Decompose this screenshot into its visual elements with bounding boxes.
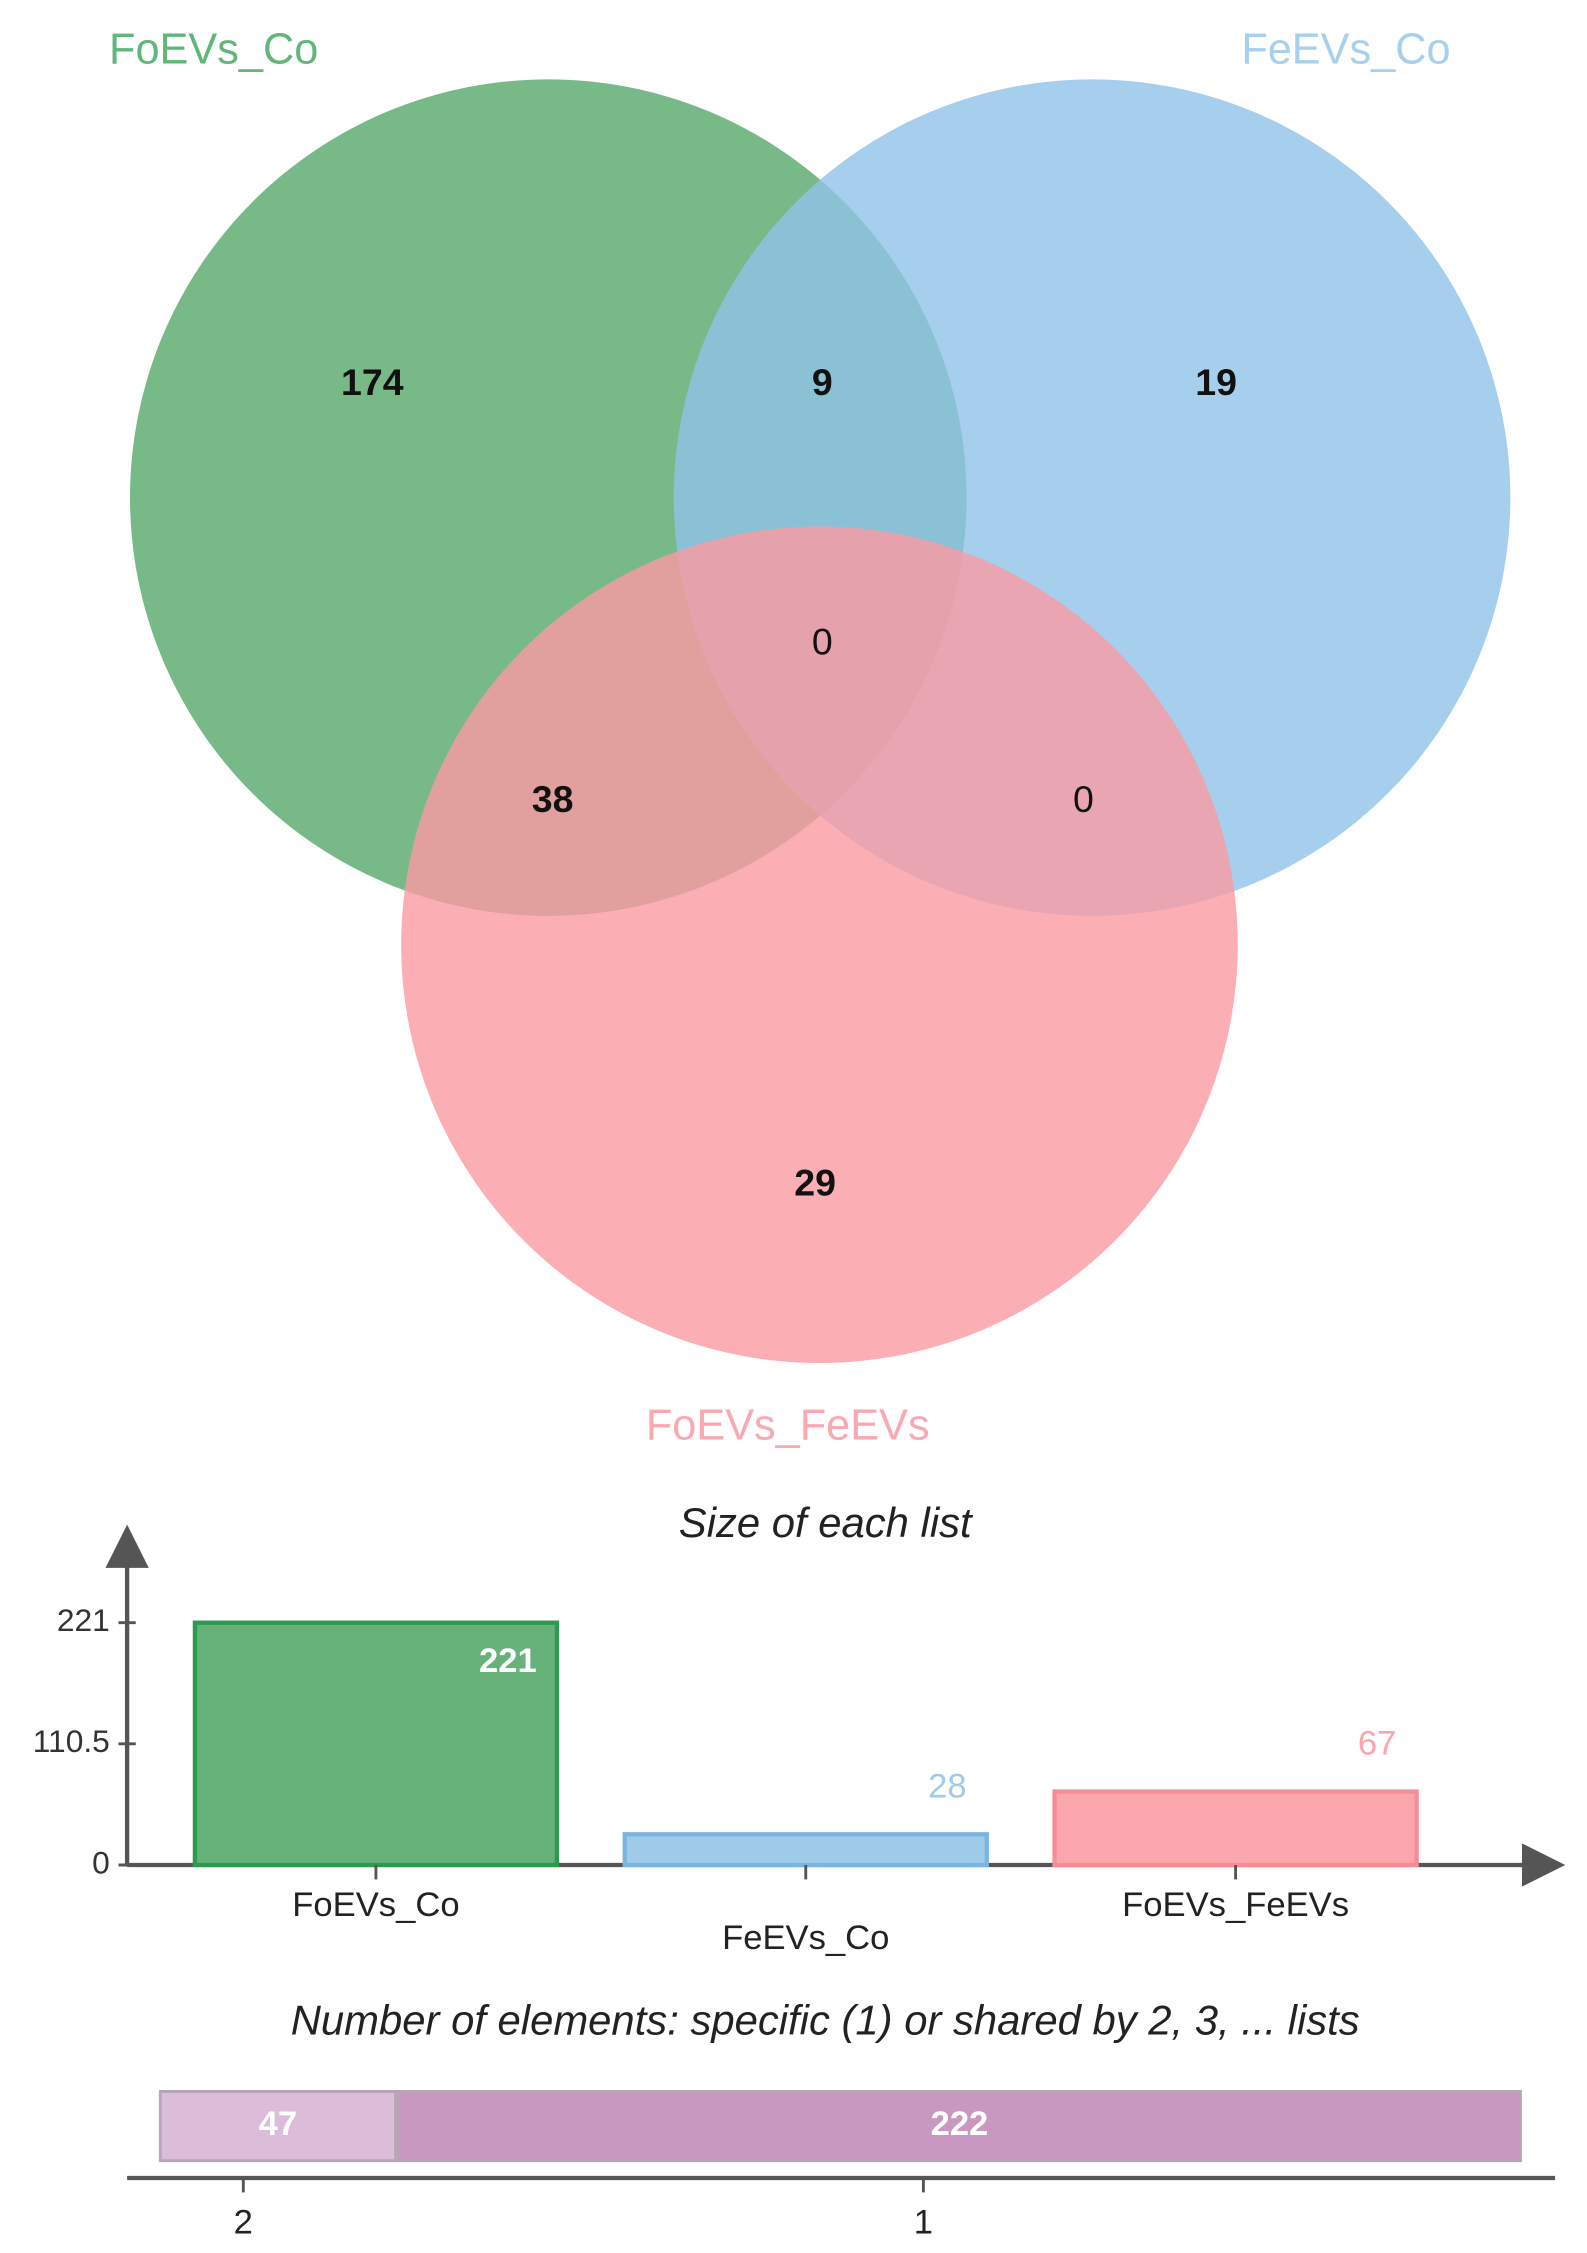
segment: [397, 2090, 1522, 2163]
set-label: FoEVs_FeEVs: [646, 1401, 930, 1449]
x-tick-label: 1: [914, 2203, 933, 2241]
set-label: FeEVs_Co: [1241, 25, 1450, 73]
set-label: FoEVs_Co: [109, 25, 318, 73]
value-label: 221: [479, 1642, 537, 1680]
bar: [1052, 1789, 1419, 1868]
y-tick-label: 0: [92, 1844, 110, 1880]
segment: [158, 2090, 398, 2163]
region-count: 174: [341, 361, 404, 403]
bar: [622, 1832, 989, 1868]
x-tick-label: FeEVs_Co: [722, 1919, 889, 1957]
region-count: 0: [1073, 778, 1094, 820]
region-count: 19: [1195, 361, 1237, 403]
x-tick-label: 2: [234, 2203, 253, 2241]
chart-title: Size of each list: [679, 1499, 974, 1546]
region-count: 9: [812, 361, 833, 403]
y-tick-label: 110.5: [33, 1723, 110, 1759]
region-count: 29: [794, 1162, 836, 1204]
set-circle: [401, 526, 1238, 1364]
bar: [192, 1620, 560, 1868]
value-label: 222: [931, 2105, 989, 2143]
chart-title: Number of elements: specific (1) or shar…: [291, 1997, 1360, 2044]
value-label: 47: [259, 2105, 298, 2143]
x-tick-label: FoEVs_Co: [292, 1886, 459, 1924]
value-label: 28: [928, 1767, 967, 1805]
value-label: 67: [1358, 1725, 1396, 1763]
region-count: 38: [532, 778, 574, 820]
x-tick-label: FoEVs_FeEVs: [1122, 1886, 1349, 1924]
region-count: 0: [812, 621, 833, 663]
y-tick-label: 221: [57, 1602, 110, 1638]
